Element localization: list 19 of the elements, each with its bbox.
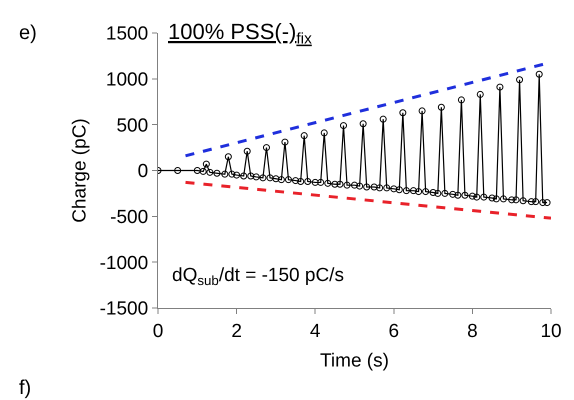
text: e) (19, 22, 37, 44)
y-tick-label: 0 (138, 161, 148, 182)
x-tick-label: 10 (540, 320, 562, 342)
x-tick-label: 6 (388, 320, 400, 342)
x-axis-title: Time (s) (320, 350, 389, 372)
annotation: dQ$_{sub}$/dt = -150 pC/s (172, 265, 344, 288)
y-tick-label: -1000 (100, 252, 148, 274)
y-tick-label: 1000 (106, 69, 148, 90)
chart-title: 100% PSS(-)$_{fix}$ (168, 19, 312, 48)
y-tick-label: -500 (110, 206, 148, 228)
x-tick-label: 2 (231, 320, 242, 342)
y-axis-title: Charge (pC) (69, 118, 90, 223)
y-tick-label: -1500 (100, 298, 148, 320)
x-tick-label: 8 (467, 320, 478, 342)
y-tick-label: 500 (116, 115, 148, 136)
x-tick-label: 4 (310, 320, 321, 342)
y-tick-label: 1500 (106, 24, 148, 45)
text: f) (19, 377, 32, 399)
x-tick-label: 0 (152, 320, 164, 342)
